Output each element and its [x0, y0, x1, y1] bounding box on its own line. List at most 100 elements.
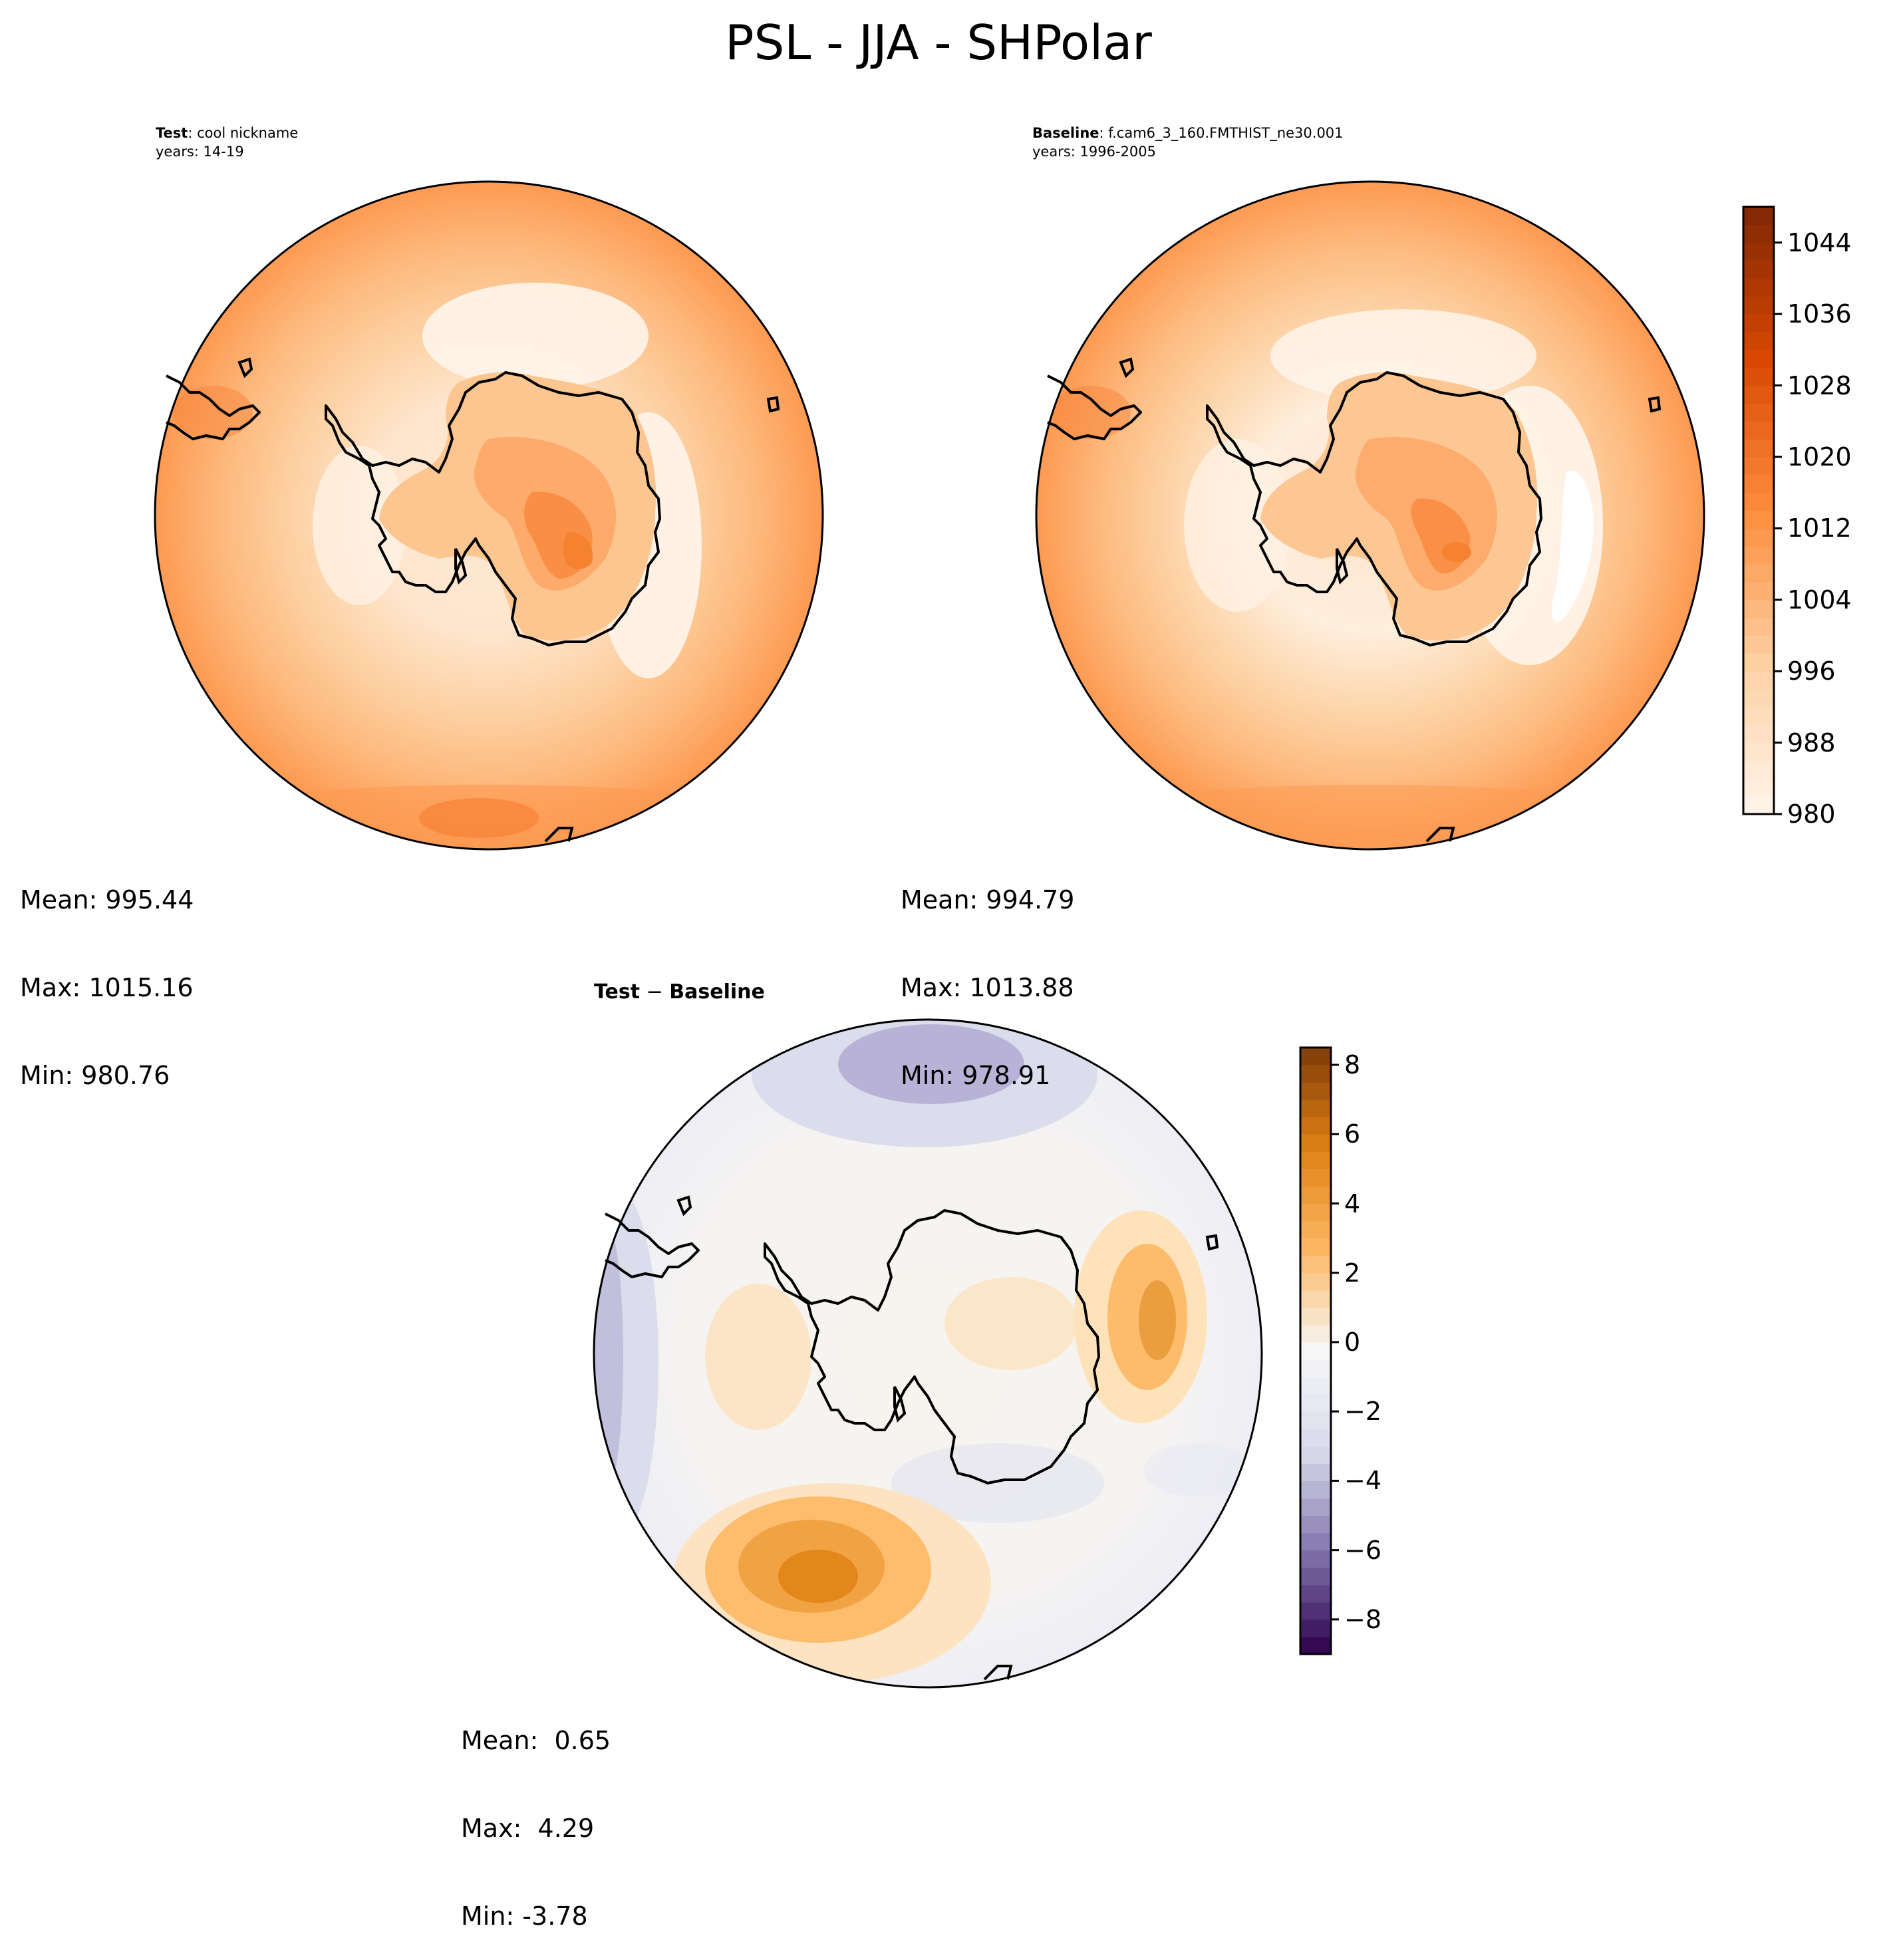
diff-colorbar-band: [1300, 1151, 1331, 1169]
main-colorbar-band: [1743, 689, 1774, 708]
figure-title: PSL - JJA - SHPolar: [725, 15, 1152, 70]
diff-colorbar-band: [1300, 1584, 1331, 1603]
diff-colorbar-band: [1300, 1567, 1331, 1586]
diff-colorbar-band: [1300, 1220, 1331, 1239]
main-colorbar-band: [1743, 260, 1774, 279]
main-colorbar-tick-label: 1044: [1787, 227, 1852, 257]
test-years: years: 14-19: [156, 144, 244, 160]
main-colorbar-band: [1743, 581, 1774, 601]
main-colorbar-band: [1743, 242, 1774, 261]
main-colorbar-tick-label: 988: [1787, 728, 1836, 758]
diff-colorbar-tick-label: −6: [1344, 1535, 1382, 1565]
main-colorbar-tick-label: 1012: [1787, 513, 1852, 543]
main-colorbar-band: [1743, 564, 1774, 583]
baseline-panel-header: Baseline: f.cam6_3_160.FMTHIST_ne30.001 …: [1032, 124, 1344, 161]
diff-colorbar-band: [1300, 1272, 1331, 1291]
test-nickname: : cool nickname: [188, 125, 299, 141]
main-colorbar-band: [1743, 207, 1774, 225]
main-colorbar-frame: [1742, 206, 1775, 815]
diff-colorbar-band: [1300, 1532, 1331, 1551]
main-colorbar-band: [1743, 635, 1774, 654]
main-colorbar-tick-label: 1028: [1787, 370, 1852, 400]
main-colorbar-band: [1743, 528, 1774, 547]
diff-colorbar-tick-label: −2: [1344, 1397, 1382, 1427]
diff-colorbar-band: [1300, 1498, 1331, 1516]
diff-colorbar-tick-label: 0: [1344, 1327, 1361, 1357]
baseline-mean: Mean: 994.79: [901, 885, 1075, 914]
diff-mean: Mean: 0.65: [461, 1726, 611, 1755]
diff-colorbar-tick-label: 2: [1344, 1258, 1361, 1288]
main-colorbar-tick-label: 1020: [1787, 442, 1852, 472]
baseline-years: years: 1996-2005: [1032, 144, 1157, 160]
diff-colorbar-band: [1300, 1203, 1331, 1222]
main-colorbar-band: [1743, 778, 1774, 797]
main-colorbar-band: [1743, 653, 1774, 672]
main-colorbar-band: [1743, 349, 1774, 368]
main-colorbar-band: [1743, 439, 1774, 458]
diff-colorbar-tick-label: 4: [1344, 1189, 1361, 1218]
diff-colorbar-band: [1300, 1082, 1331, 1100]
test-mean: Mean: 995.44: [20, 885, 194, 914]
baseline-label: Baseline: [1032, 125, 1099, 141]
diff-colorbar-band: [1300, 1307, 1331, 1326]
diff-colorbar-band: [1300, 1341, 1331, 1360]
diff-label-test: Test: [594, 980, 641, 1004]
diff-colorbar-band: [1300, 1515, 1331, 1534]
diff-colorbar-band: [1300, 1255, 1331, 1274]
diff-colorbar-band: [1300, 1550, 1331, 1568]
diff-min: Min: -3.78: [461, 1901, 588, 1931]
diff-colorbar-band: [1300, 1186, 1331, 1204]
main-colorbar-band: [1743, 314, 1774, 333]
main-colorbar-band: [1743, 760, 1774, 779]
diff-colorbar-band: [1300, 1324, 1331, 1343]
main-colorbar-tick-label: 980: [1787, 799, 1836, 829]
diff-colorbar-tick-label: 6: [1344, 1119, 1361, 1149]
diff-colorbar-tick-label: −4: [1344, 1466, 1382, 1496]
main-colorbar-band: [1743, 421, 1774, 440]
diff-colorbar-band: [1300, 1099, 1331, 1117]
diff-colorbar-band: [1300, 1480, 1331, 1499]
diff-colorbar-band: [1300, 1065, 1331, 1083]
diff-stats: Mean: 0.65 Max: 4.29 Min: -3.78: [461, 1667, 611, 1960]
diff-colorbar-band: [1300, 1169, 1331, 1187]
baseline-min: Min: 978.91: [901, 1061, 1051, 1090]
test-panel-header: Test: cool nickname years: 14-19: [156, 124, 298, 161]
main-colorbar-band: [1743, 403, 1774, 422]
test-max: Max: 1015.16: [20, 973, 194, 1002]
test-stats: Mean: 995.44 Max: 1015.16 Min: 980.76: [20, 827, 194, 1119]
diff-colorbar-band: [1300, 1463, 1331, 1482]
main-colorbar-band: [1743, 474, 1774, 493]
main-colorbar-band: [1743, 510, 1774, 529]
main-colorbar-band: [1743, 706, 1774, 726]
main-colorbar-band: [1743, 456, 1774, 476]
main-colorbar-band: [1743, 331, 1774, 350]
diff-colorbar-band: [1300, 1429, 1331, 1447]
test-map: [154, 180, 824, 851]
main-colorbar-band: [1743, 278, 1774, 297]
diff-panel-header: Test − Baseline: [594, 980, 765, 1004]
diff-colorbar-tick-label: −8: [1344, 1604, 1382, 1634]
main-colorbar-band: [1743, 224, 1774, 243]
main-colorbar-band: [1743, 742, 1774, 762]
diff-colorbar-band: [1300, 1048, 1331, 1065]
diff-colorbar-band: [1300, 1117, 1331, 1135]
main-colorbar-band: [1743, 796, 1774, 815]
diff-label-baseline: Baseline: [669, 980, 765, 1004]
diff-colorbar-band: [1300, 1619, 1331, 1637]
baseline-stats: Mean: 994.79 Max: 1013.88 Min: 978.91: [901, 827, 1074, 1119]
diff-colorbar-band: [1300, 1377, 1331, 1395]
diff-colorbar-band: [1300, 1394, 1331, 1412]
diff-colorbar: [1299, 1046, 1339, 1655]
main-colorbar-band: [1743, 385, 1774, 404]
test-min: Min: 980.76: [20, 1061, 170, 1090]
main-colorbar-tick-label: 996: [1787, 656, 1836, 686]
diff-label-minus: −: [640, 980, 670, 1004]
main-colorbar-band: [1743, 599, 1774, 619]
map-canvas: [154, 180, 1782, 1689]
diff-colorbar-band: [1300, 1134, 1331, 1152]
test-label: Test: [156, 125, 188, 141]
diff-colorbar-band: [1300, 1359, 1331, 1377]
main-colorbar-band: [1743, 296, 1774, 315]
main-colorbar-band: [1743, 546, 1774, 565]
diff-colorbar-band: [1300, 1636, 1331, 1655]
